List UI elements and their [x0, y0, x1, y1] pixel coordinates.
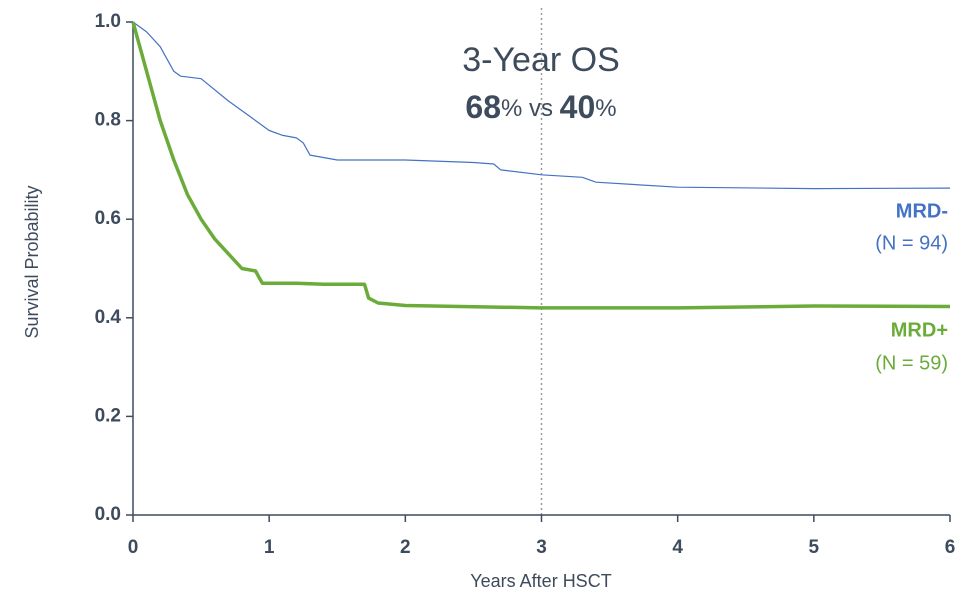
x-axis-label: Years After HSCT: [470, 571, 611, 591]
annotation-part: % vs: [501, 95, 560, 122]
y-tick-label: 0.6: [95, 208, 121, 229]
series-line: [132, 21, 951, 190]
annotation-part: %: [595, 95, 616, 122]
series-line: [131, 21, 951, 310]
y-tick-label: 1.0: [95, 11, 121, 32]
x-tick-label: 1: [264, 537, 275, 558]
x-tick-label: 4: [672, 537, 683, 558]
annotation: 68% vs 40%: [465, 89, 616, 125]
legend-count: (N = 94): [875, 232, 948, 254]
y-axis-label: Survival Probability: [22, 185, 42, 338]
y-tick-label: 0.0: [95, 504, 121, 525]
y-tick-label: 0.8: [95, 110, 121, 131]
x-tick-label: 0: [128, 537, 139, 558]
y-tick-label: 0.4: [95, 307, 122, 328]
legend-label: MRD-: [896, 200, 948, 222]
x-tick-label: 6: [945, 537, 956, 558]
x-tick-label: 3: [536, 537, 547, 558]
legend-count: (N = 59): [875, 352, 948, 374]
legend-label: MRD+: [891, 319, 948, 341]
annotation-part: 68: [465, 89, 501, 125]
annotation-part: 40: [560, 89, 596, 125]
y-tick-label: 0.2: [95, 405, 121, 426]
x-tick-label: 5: [809, 537, 820, 558]
x-tick-label: 2: [400, 537, 411, 558]
